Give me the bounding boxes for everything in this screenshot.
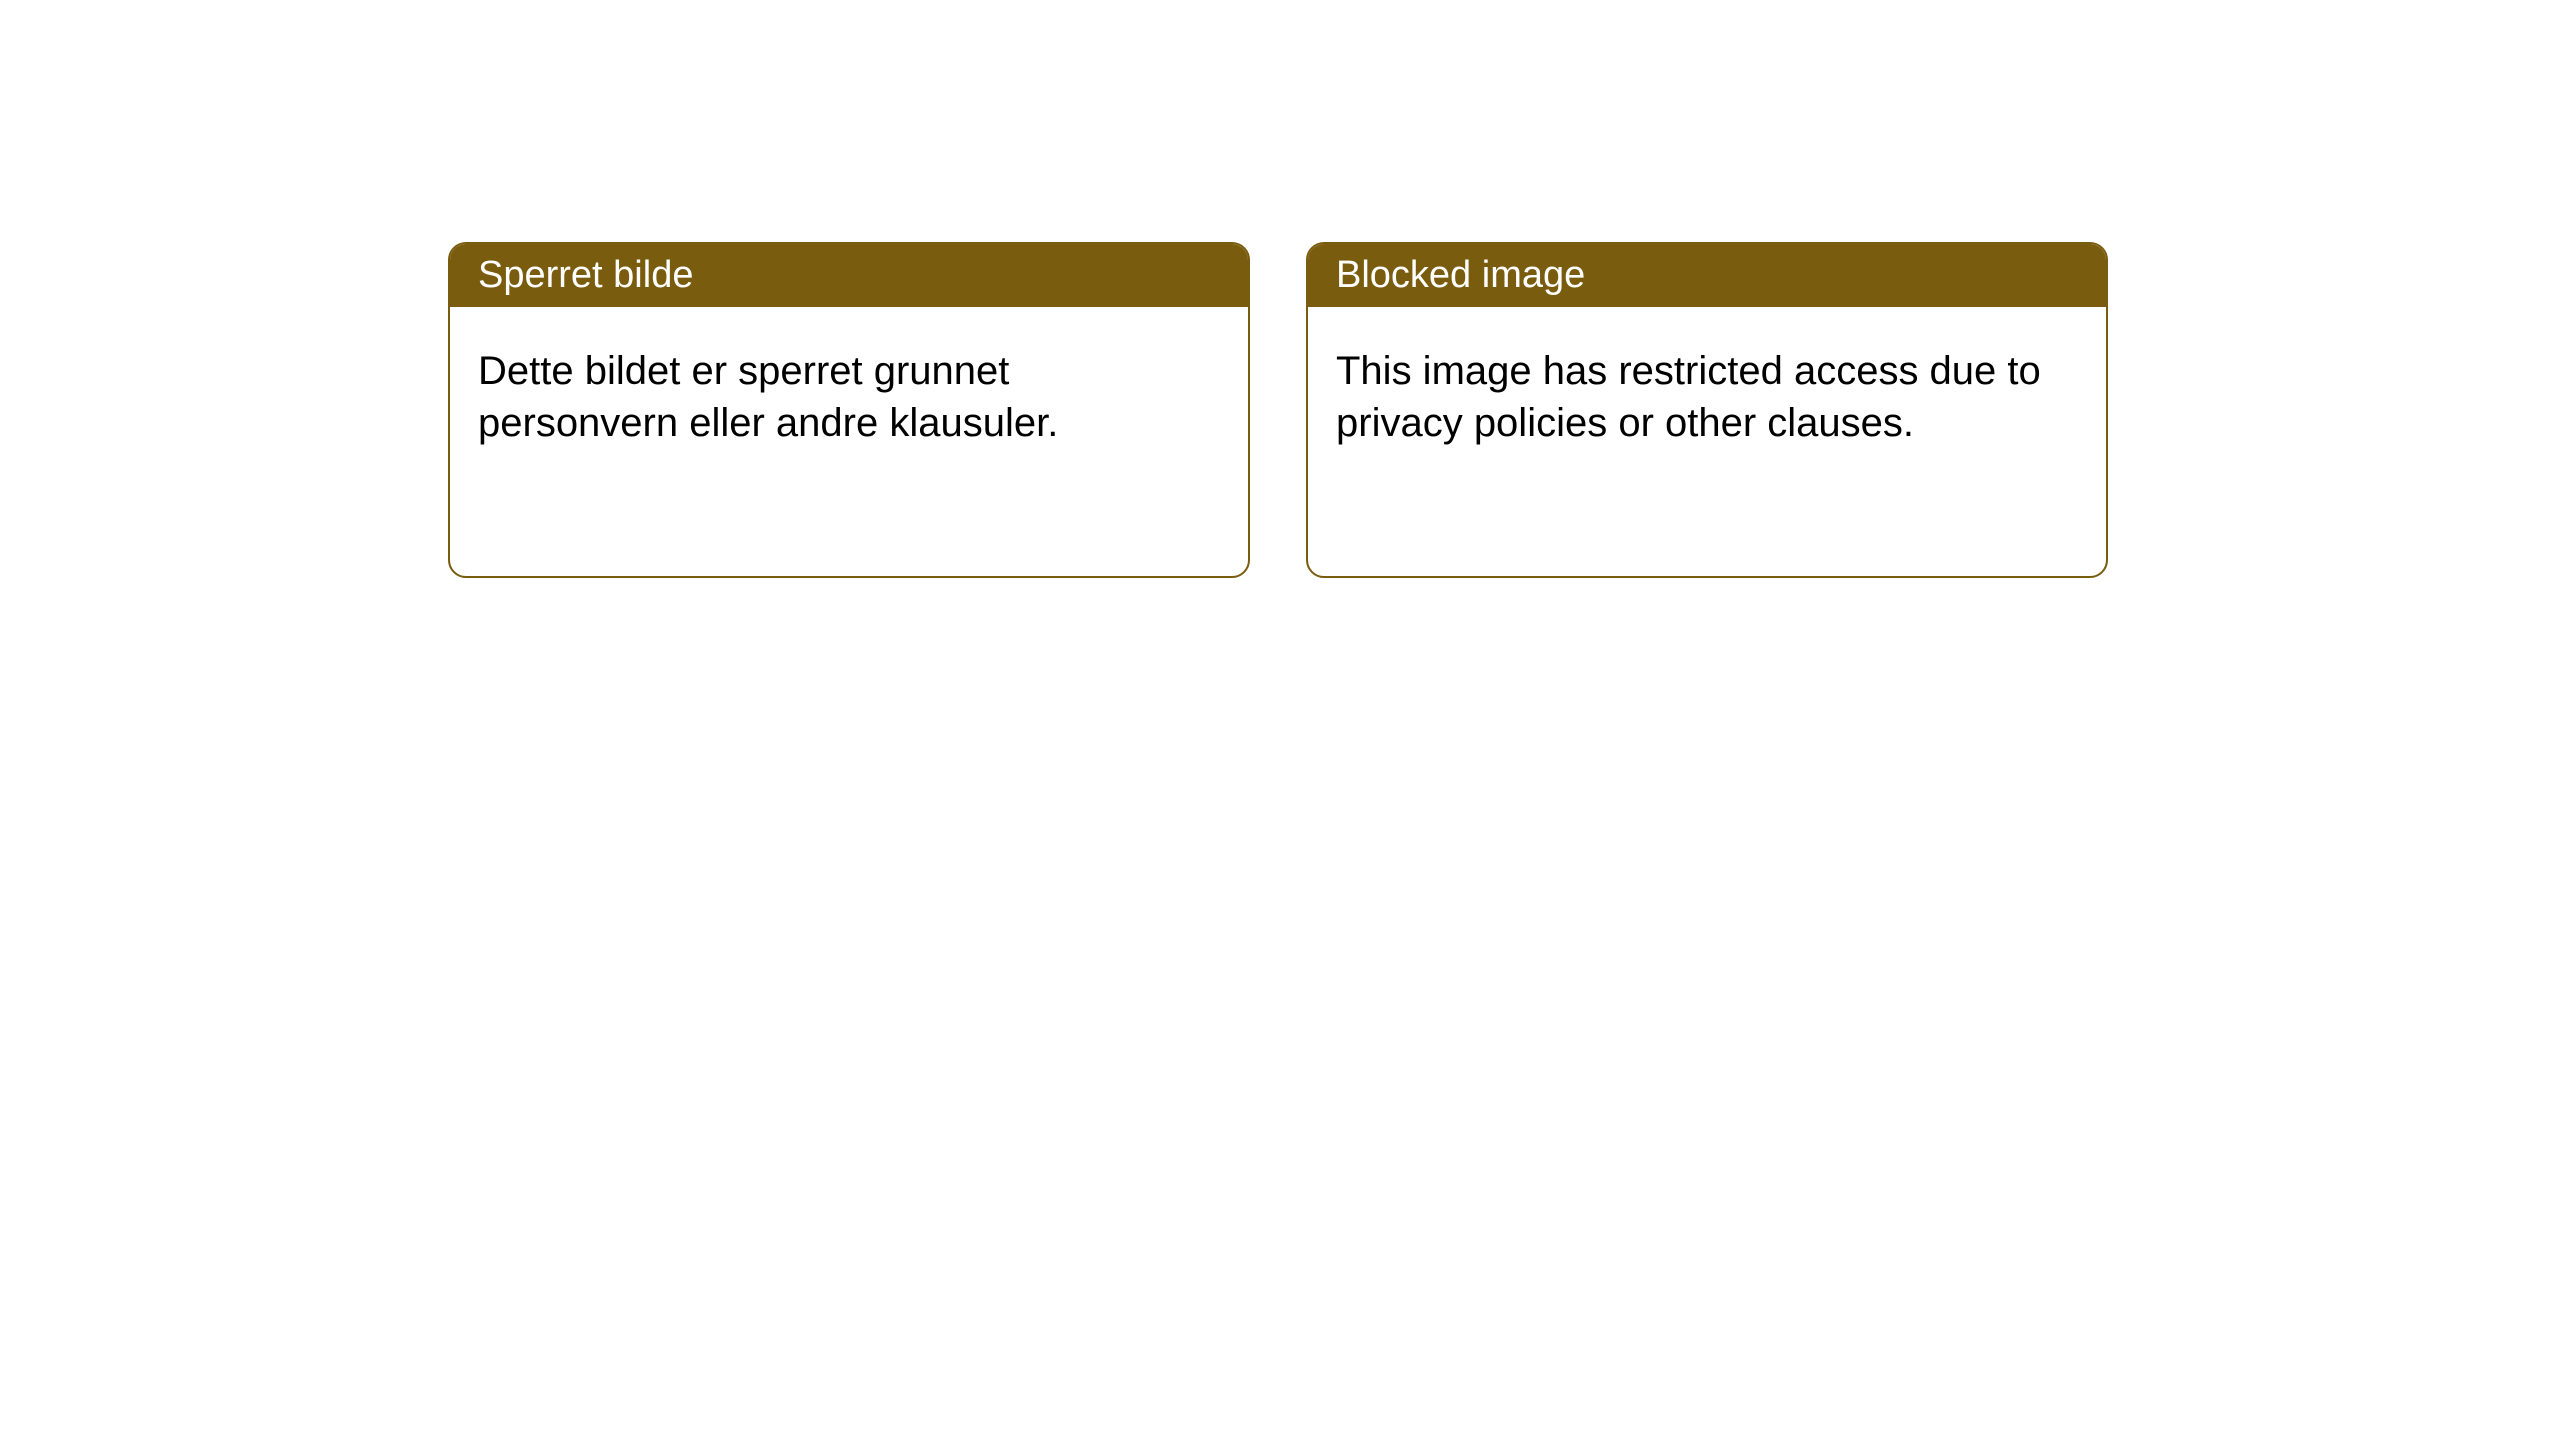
blocked-image-card-norwegian: Sperret bilde Dette bildet er sperret gr… xyxy=(448,242,1250,578)
card-title: Sperret bilde xyxy=(450,244,1248,307)
card-title: Blocked image xyxy=(1308,244,2106,307)
cards-container: Sperret bilde Dette bildet er sperret gr… xyxy=(0,0,2560,578)
blocked-image-card-english: Blocked image This image has restricted … xyxy=(1306,242,2108,578)
card-body-text: This image has restricted access due to … xyxy=(1308,307,2106,487)
card-body-text: Dette bildet er sperret grunnet personve… xyxy=(450,307,1248,487)
